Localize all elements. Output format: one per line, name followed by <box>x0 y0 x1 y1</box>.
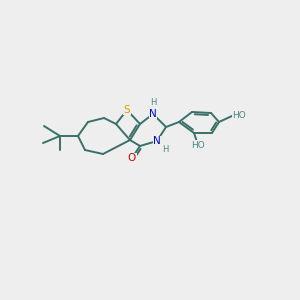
Text: O: O <box>128 153 136 163</box>
Text: N: N <box>153 136 161 146</box>
Text: HO: HO <box>232 112 246 121</box>
Text: N: N <box>149 109 157 119</box>
Text: HO: HO <box>191 140 205 149</box>
Text: H: H <box>162 146 169 154</box>
Text: H: H <box>150 98 156 107</box>
Text: S: S <box>124 105 130 115</box>
